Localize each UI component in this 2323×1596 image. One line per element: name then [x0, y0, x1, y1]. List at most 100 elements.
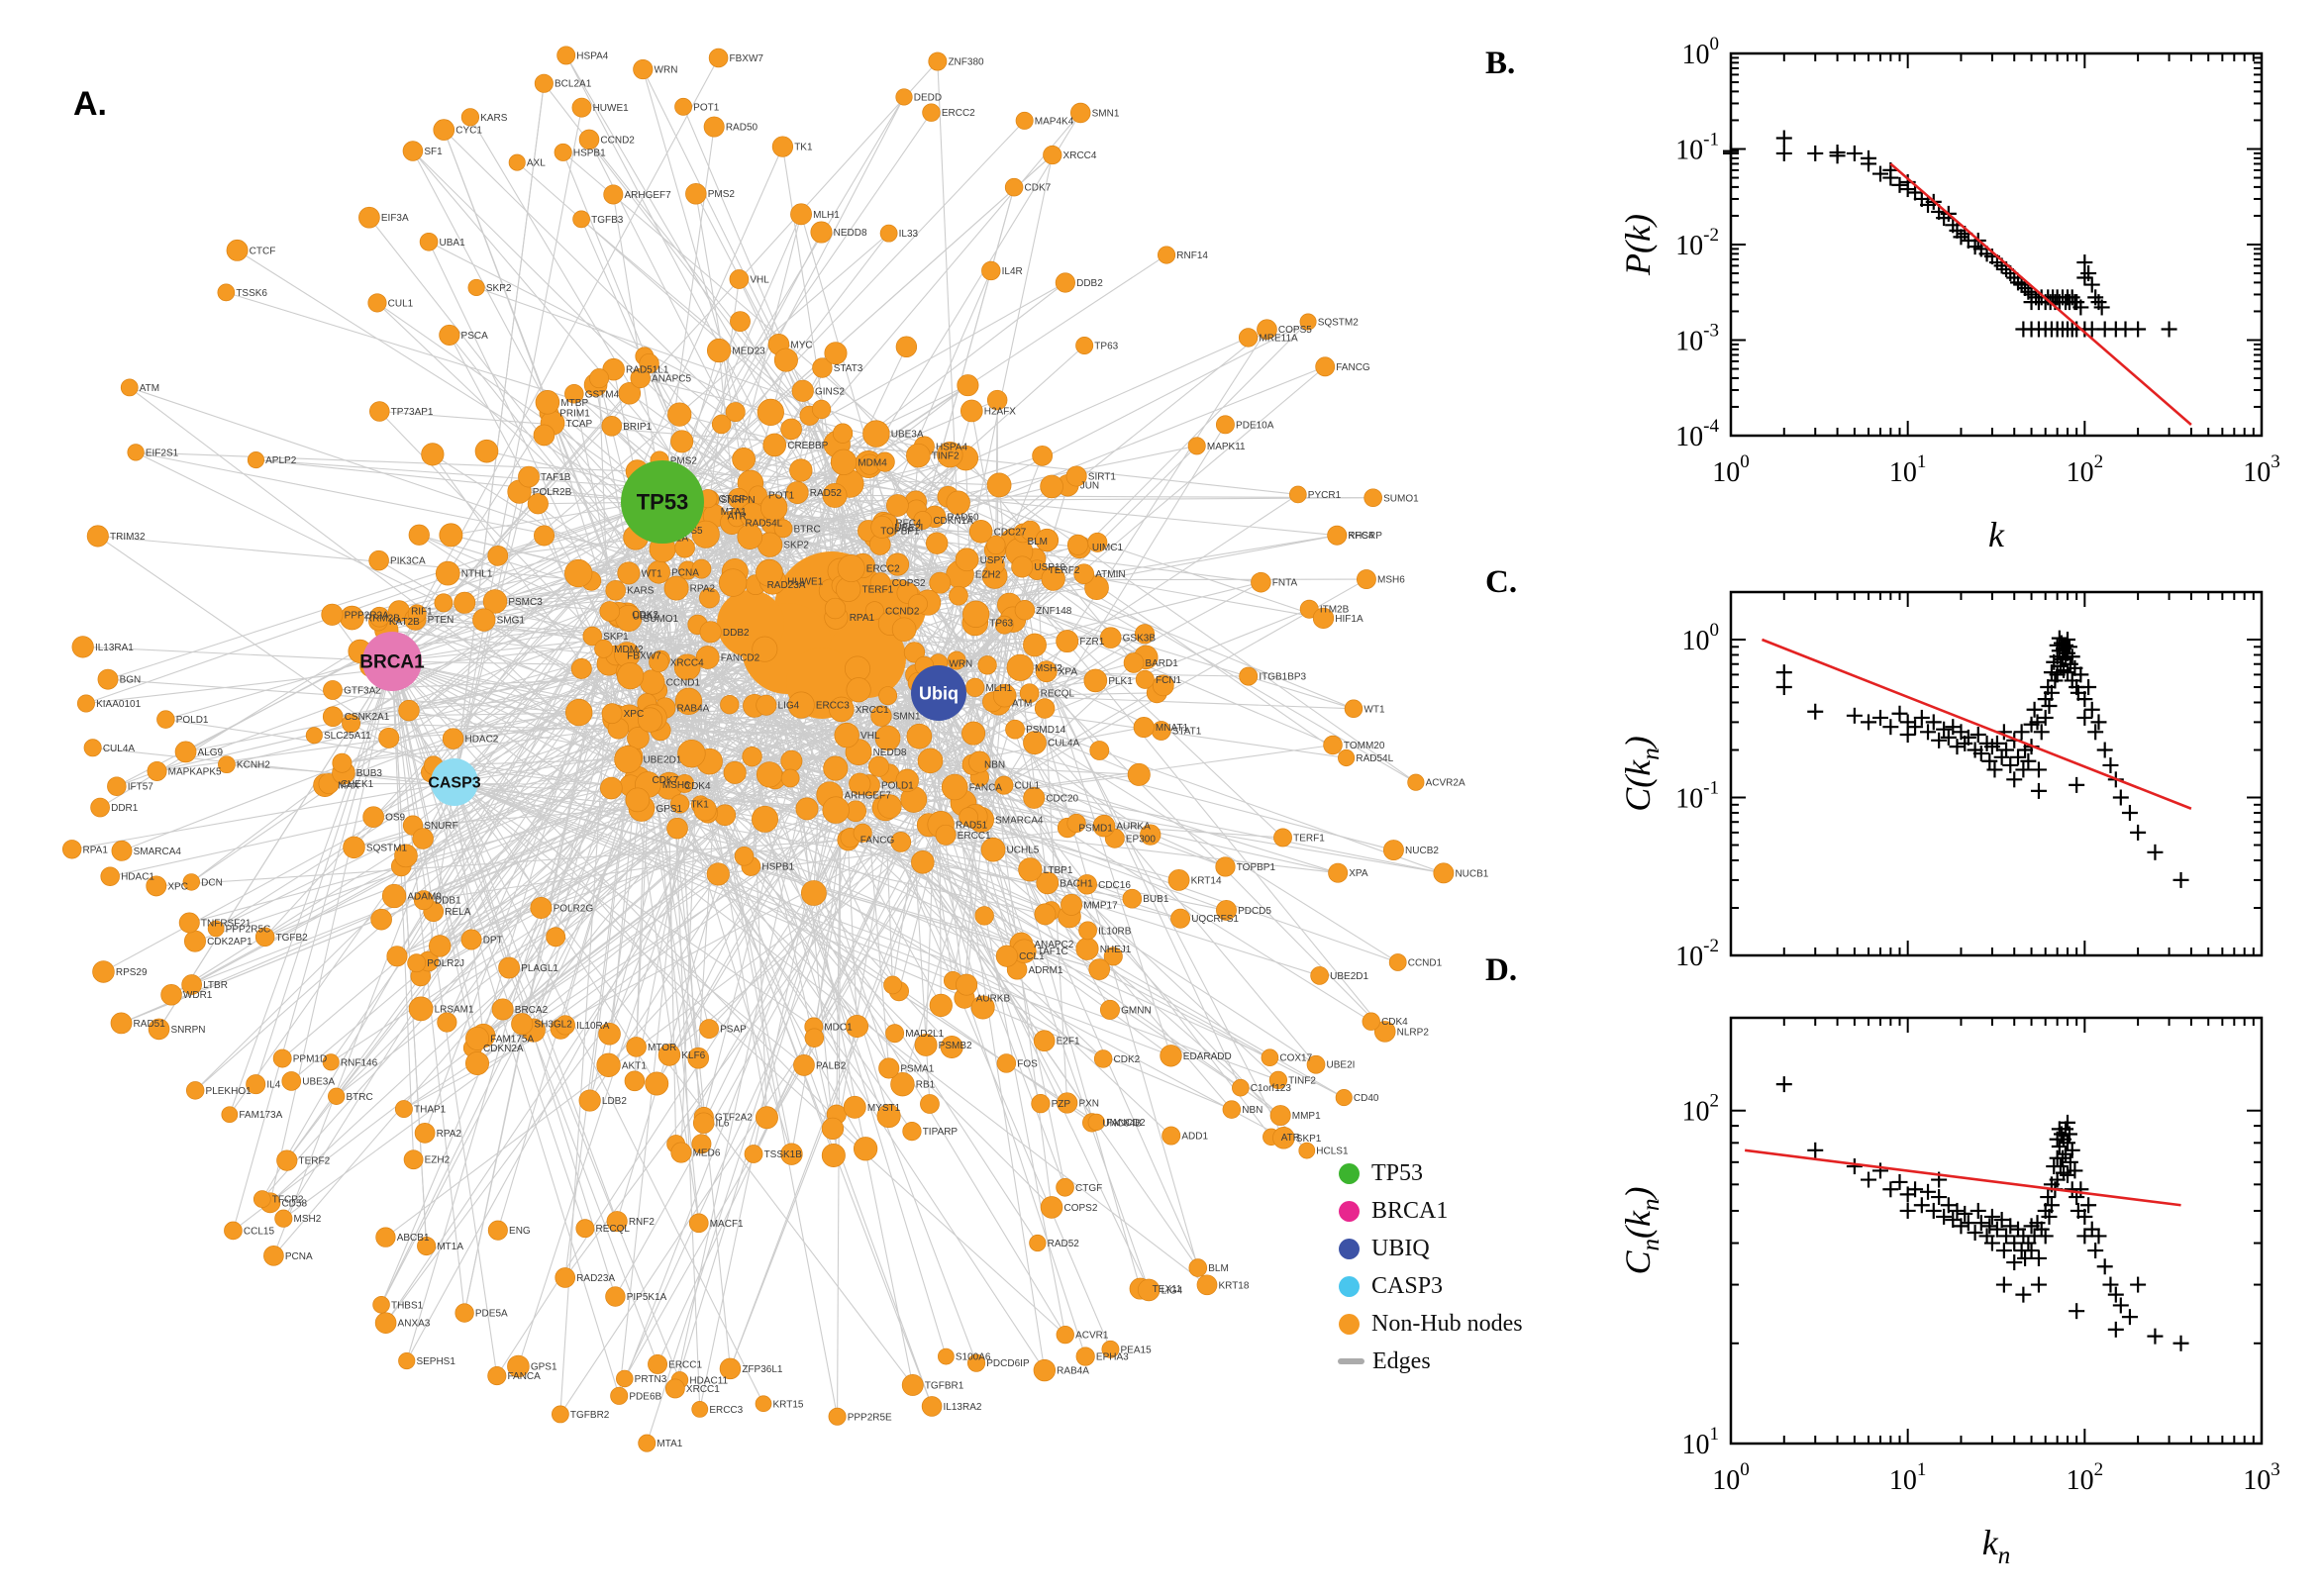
svg-text:IL13RA2: IL13RA2 [944, 1402, 982, 1413]
svg-text:FAM175A: FAM175A [490, 1034, 534, 1045]
svg-text:RAB4A: RAB4A [677, 704, 710, 715]
svg-text:POLD1: POLD1 [176, 715, 209, 726]
svg-text:MSH6: MSH6 [1377, 575, 1405, 586]
svg-text:FANCA: FANCA [507, 1371, 541, 1382]
svg-text:10-2: 10-2 [1675, 936, 1719, 972]
svg-text:KRT14: KRT14 [1191, 875, 1222, 886]
svg-text:TERF2: TERF2 [299, 1156, 331, 1167]
svg-text:ADD1: ADD1 [1181, 1132, 1208, 1143]
casp3-legend-dot [1339, 1275, 1360, 1297]
svg-text:SKP1: SKP1 [1296, 1134, 1322, 1145]
svg-text:103: 103 [2243, 451, 2280, 488]
svg-text:LTBP1: LTBP1 [1044, 865, 1073, 876]
svg-text:RPA2: RPA2 [437, 1129, 462, 1140]
svg-text:PPP2R5C: PPP2R5C [226, 925, 271, 936]
svg-text:NTHL1: NTHL1 [461, 569, 493, 580]
svg-text:10-3: 10-3 [1675, 321, 1719, 357]
svg-text:CTCF: CTCF [719, 494, 746, 505]
svg-text:MAX: MAX [338, 781, 359, 792]
svg-text:NUCB1: NUCB1 [1455, 868, 1488, 879]
svg-text:ARHGEF7: ARHGEF7 [844, 790, 891, 801]
svg-text:10-4: 10-4 [1675, 416, 1719, 452]
svg-text:PEA15: PEA15 [1121, 1345, 1153, 1355]
svg-text:BLM: BLM [1027, 537, 1048, 548]
svg-text:DPT: DPT [483, 936, 503, 947]
svg-text:ERCC3: ERCC3 [709, 1405, 743, 1416]
svg-text:100: 100 [1682, 620, 1720, 656]
svg-text:RNF14: RNF14 [1176, 250, 1208, 261]
svg-text:PDCD6IP: PDCD6IP [986, 1358, 1030, 1369]
svg-text:RPA1: RPA1 [83, 845, 109, 855]
hub-node-ubiq [911, 665, 966, 721]
svg-text:KARS: KARS [480, 113, 508, 124]
svg-text:MDC1: MDC1 [824, 1022, 853, 1033]
legend-item-edges: Edges [1338, 1343, 1523, 1380]
svg-text:WRN: WRN [655, 65, 678, 76]
svg-text:PIP5K1A: PIP5K1A [627, 1292, 667, 1303]
svg-text:ITM2B: ITM2B [1320, 605, 1350, 616]
svg-text:CDK2: CDK2 [1114, 1054, 1141, 1065]
fit-line-D [1744, 1148, 2181, 1207]
svg-text:SKP2: SKP2 [486, 283, 512, 294]
svg-text:MAD2L1: MAD2L1 [905, 1029, 944, 1040]
svg-text:NBN: NBN [1242, 1105, 1262, 1116]
svg-text:TCAP: TCAP [566, 419, 593, 430]
hub-label-casp3: CASP3 [428, 775, 480, 792]
svg-text:UBE2D1: UBE2D1 [1330, 971, 1368, 982]
svg-text:AKT1: AKT1 [622, 1060, 647, 1071]
svg-text:TOPBP1: TOPBP1 [1237, 862, 1276, 873]
svg-text:ITGB1BP3: ITGB1BP3 [1259, 672, 1306, 683]
svg-text:XRCC4: XRCC4 [670, 657, 704, 668]
svg-text:SKP1: SKP1 [603, 632, 629, 643]
svg-text:CDC27: CDC27 [994, 527, 1027, 538]
svg-text:RPS29: RPS29 [116, 967, 148, 978]
svg-text:RNF146: RNF146 [341, 1057, 378, 1068]
svg-text:DDB2: DDB2 [723, 628, 750, 639]
svg-text:ENG: ENG [509, 1226, 531, 1237]
chart-ckn-svg: 100 10-1 10-2 C(kn) [1618, 590, 2264, 972]
svg-text:PCNA: PCNA [671, 567, 699, 578]
svg-text:STAT1: STAT1 [1172, 726, 1202, 737]
svg-text:EPHA3: EPHA3 [1096, 1352, 1129, 1363]
svg-text:KAT2B: KAT2B [389, 617, 420, 628]
legend-label-nonhub: Non-Hub nodes [1371, 1310, 1523, 1337]
svg-text:FCN1: FCN1 [1156, 675, 1182, 686]
svg-text:XPA: XPA [1059, 667, 1078, 678]
network-svg: NEDD8KARSRAD23AVHLRAB4APCNASMN1UBA1CDK2C… [61, 46, 1489, 1452]
svg-text:CCND2: CCND2 [600, 135, 635, 146]
svg-text:XRCC4: XRCC4 [1063, 150, 1097, 161]
svg-text:CUL1: CUL1 [1015, 781, 1041, 792]
svg-text:BLM: BLM [1208, 1263, 1229, 1274]
svg-text:TSSK6: TSSK6 [236, 288, 267, 299]
ylabel-D: Cn(kn) [1618, 1187, 1665, 1275]
svg-text:ALG9: ALG9 [198, 748, 224, 758]
ylabel-C: C(kn) [1618, 736, 1665, 811]
svg-text:100: 100 [1712, 451, 1750, 488]
svg-text:XPA: XPA [1349, 868, 1368, 879]
svg-text:ATR: ATR [728, 512, 747, 523]
svg-text:WT1: WT1 [642, 568, 663, 579]
svg-text:LDB2: LDB2 [602, 1096, 627, 1107]
svg-text:PPP2R2A: PPP2R2A [345, 610, 389, 621]
svg-text:GPS1: GPS1 [531, 1362, 557, 1373]
svg-text:CDKN1A: CDKN1A [933, 516, 973, 527]
svg-text:SNRPN: SNRPN [721, 495, 756, 506]
svg-text:MT1A: MT1A [437, 1242, 463, 1252]
svg-text:PDE10A: PDE10A [1236, 420, 1274, 431]
svg-text:CUL4A: CUL4A [103, 744, 136, 754]
svg-text:CCND1: CCND1 [666, 677, 701, 688]
svg-text:101: 101 [1889, 451, 1927, 488]
svg-text:H2AFX: H2AFX [984, 406, 1017, 417]
svg-text:ANAPC2: ANAPC2 [1034, 940, 1073, 950]
svg-text:BUB1: BUB1 [1143, 894, 1169, 905]
svg-text:RECQL: RECQL [595, 1224, 630, 1235]
svg-text:MYC: MYC [790, 340, 812, 350]
svg-text:RAD52: RAD52 [1048, 1239, 1080, 1249]
svg-text:HSPA4: HSPA4 [936, 442, 967, 452]
svg-text:TNFRSF21: TNFRSF21 [201, 918, 252, 929]
svg-text:LTBR: LTBR [203, 980, 228, 991]
svg-text:TINF2: TINF2 [1288, 1075, 1316, 1086]
svg-text:DDB1: DDB1 [435, 896, 461, 907]
svg-text:ANXA3: ANXA3 [398, 1319, 431, 1330]
svg-text:FNTA: FNTA [1272, 578, 1298, 589]
